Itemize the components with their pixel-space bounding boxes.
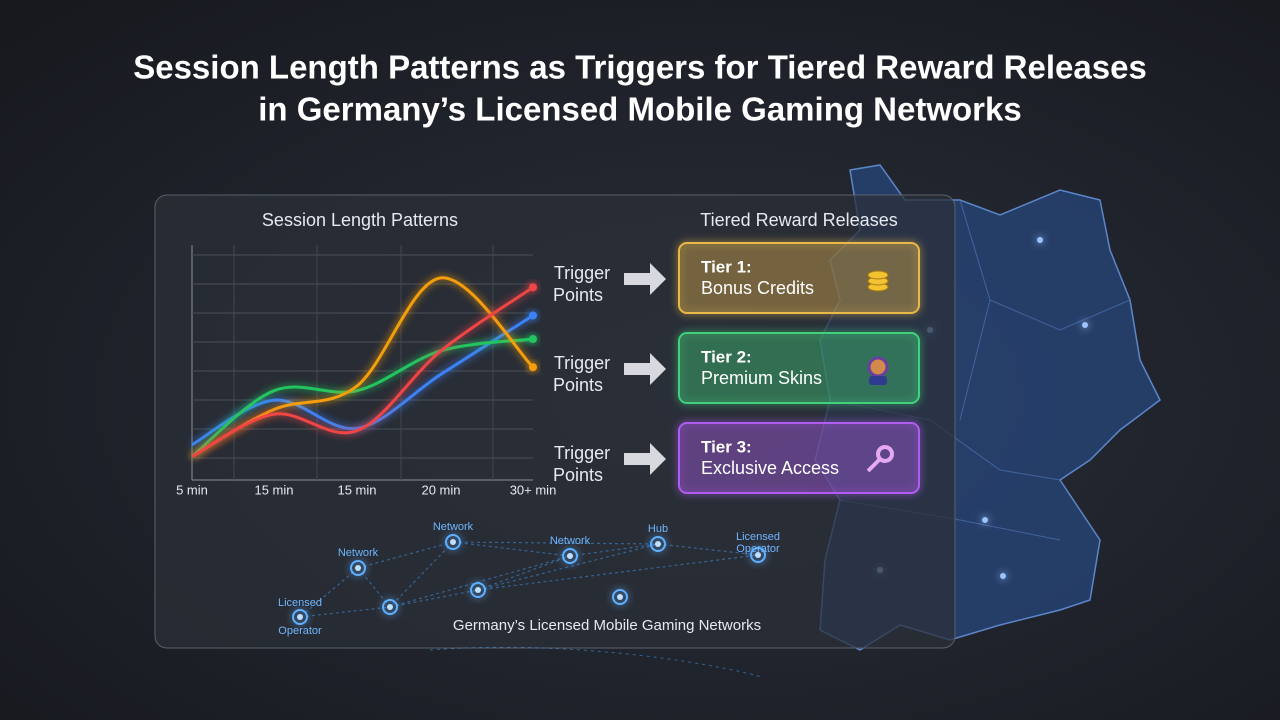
network-link xyxy=(657,543,759,556)
network-link xyxy=(477,554,759,591)
node-label: Licensed xyxy=(278,597,322,609)
tier-reward: Bonus Credits xyxy=(701,278,814,298)
node-label: Operator xyxy=(278,625,322,637)
trigger-label: Trigger xyxy=(554,353,610,373)
tier-reward: Exclusive Access xyxy=(701,458,839,478)
x-tick-label: 5 min xyxy=(176,482,208,497)
network-node xyxy=(567,553,573,559)
network-node xyxy=(382,599,398,615)
title: Session Length Patterns as Triggers for … xyxy=(133,49,1147,86)
arrow xyxy=(624,263,666,295)
avatar-icon xyxy=(867,356,889,378)
node-label: Operator xyxy=(736,543,780,555)
network-link xyxy=(477,555,571,591)
network-node xyxy=(475,587,481,593)
network-node xyxy=(617,594,623,600)
network-node xyxy=(655,541,661,547)
network-link xyxy=(299,567,359,618)
network-node xyxy=(650,536,666,552)
tier-reward: Premium Skins xyxy=(701,368,822,388)
network-node xyxy=(355,565,361,571)
rewards-title: Tiered Reward Releases xyxy=(700,210,897,230)
series-line xyxy=(191,286,534,458)
network-node xyxy=(297,614,303,620)
network-link xyxy=(477,543,659,591)
end-dot xyxy=(529,283,537,292)
x-tick-label: 30+ min xyxy=(510,482,557,497)
end-dot xyxy=(529,335,537,343)
network-caption: Germany’s Licensed Mobile Gaming Network… xyxy=(453,617,761,634)
tier-box xyxy=(678,332,920,404)
network-link xyxy=(452,541,659,545)
node-label: Network xyxy=(338,547,379,559)
arrow xyxy=(624,353,666,385)
network-node xyxy=(387,604,393,610)
tier-name: Tier 3: xyxy=(701,437,752,456)
key-icon xyxy=(866,457,882,473)
key-icon xyxy=(876,445,894,463)
trigger-label: Points xyxy=(553,465,603,485)
network-link xyxy=(389,555,571,608)
network-node xyxy=(470,582,486,598)
network-node xyxy=(292,609,308,625)
network-link xyxy=(357,567,391,608)
trigger-label: Trigger xyxy=(554,443,610,463)
network-node xyxy=(750,547,766,563)
node-label: Licensed xyxy=(736,531,780,543)
series-line xyxy=(191,314,534,447)
node-label: Network xyxy=(550,535,591,547)
network-node xyxy=(612,589,628,605)
tier-box xyxy=(678,422,920,494)
network-link xyxy=(452,541,571,557)
network-link xyxy=(429,646,763,678)
coin-icon xyxy=(867,270,889,280)
tier-box xyxy=(678,242,920,314)
end-dot xyxy=(529,363,537,372)
trigger-label: Trigger xyxy=(554,263,610,283)
end-dot xyxy=(529,311,537,320)
network-node xyxy=(755,552,761,558)
x-tick-label: 15 min xyxy=(337,482,376,497)
trigger-label: Points xyxy=(553,375,603,395)
network-link xyxy=(569,543,659,557)
network-node xyxy=(450,539,456,545)
avatar-icon xyxy=(869,376,887,385)
network-node xyxy=(350,560,366,576)
title: in Germany’s Licensed Mobile Gaming Netw… xyxy=(258,91,1021,128)
chart-title: Session Length Patterns xyxy=(262,210,458,230)
arrow xyxy=(624,443,666,475)
node-label: Hub xyxy=(648,523,668,535)
tier-name: Tier 1: xyxy=(701,257,752,276)
network-node xyxy=(445,534,461,550)
trigger-label: Points xyxy=(553,285,603,305)
tier-name: Tier 2: xyxy=(701,347,752,366)
network-link xyxy=(357,541,454,569)
network-node xyxy=(562,548,578,564)
series-line xyxy=(191,337,534,458)
network-link xyxy=(389,589,479,608)
x-tick-label: 20 min xyxy=(421,482,460,497)
x-tick-label: 15 min xyxy=(254,482,293,497)
node-label: Network xyxy=(433,521,474,533)
